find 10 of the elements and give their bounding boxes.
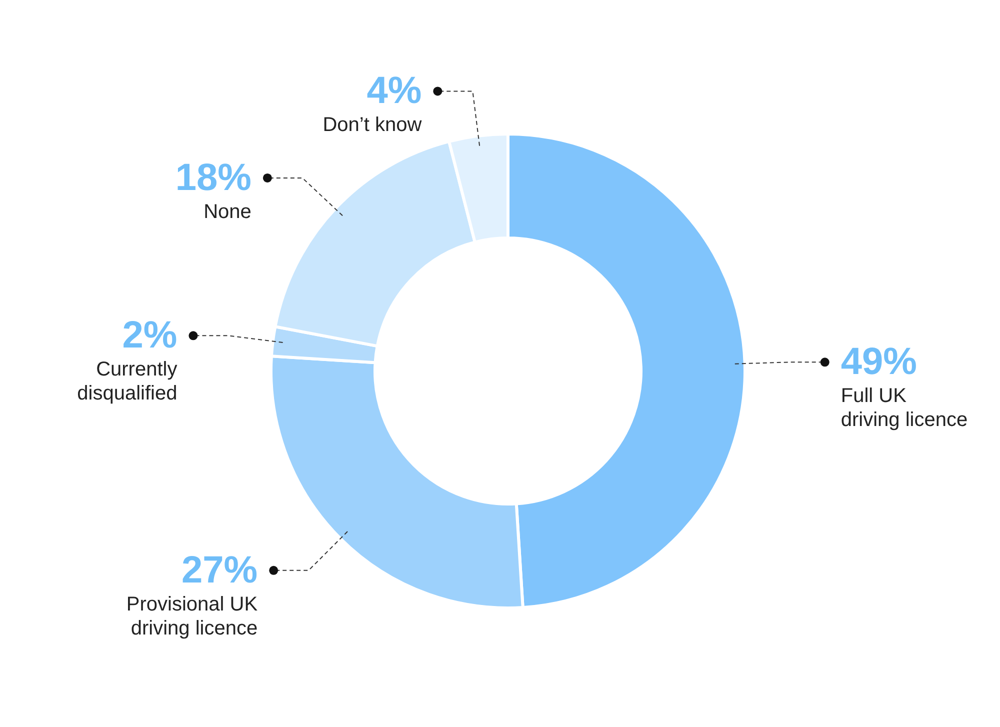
data-label: 4% xyxy=(366,70,422,112)
slice-label: Full UK driving licence xyxy=(840,385,968,432)
slice-label: Currently disqualified xyxy=(77,358,178,405)
slice-label: None xyxy=(204,200,252,223)
data-label: 49% xyxy=(840,341,917,384)
slice-label: Don’t know xyxy=(322,114,422,136)
data-label: 2% xyxy=(122,314,178,357)
data-label: 27% xyxy=(182,549,258,592)
slice-label: Provisional UK driving licence xyxy=(126,593,258,640)
data-label: 18% xyxy=(175,156,252,199)
